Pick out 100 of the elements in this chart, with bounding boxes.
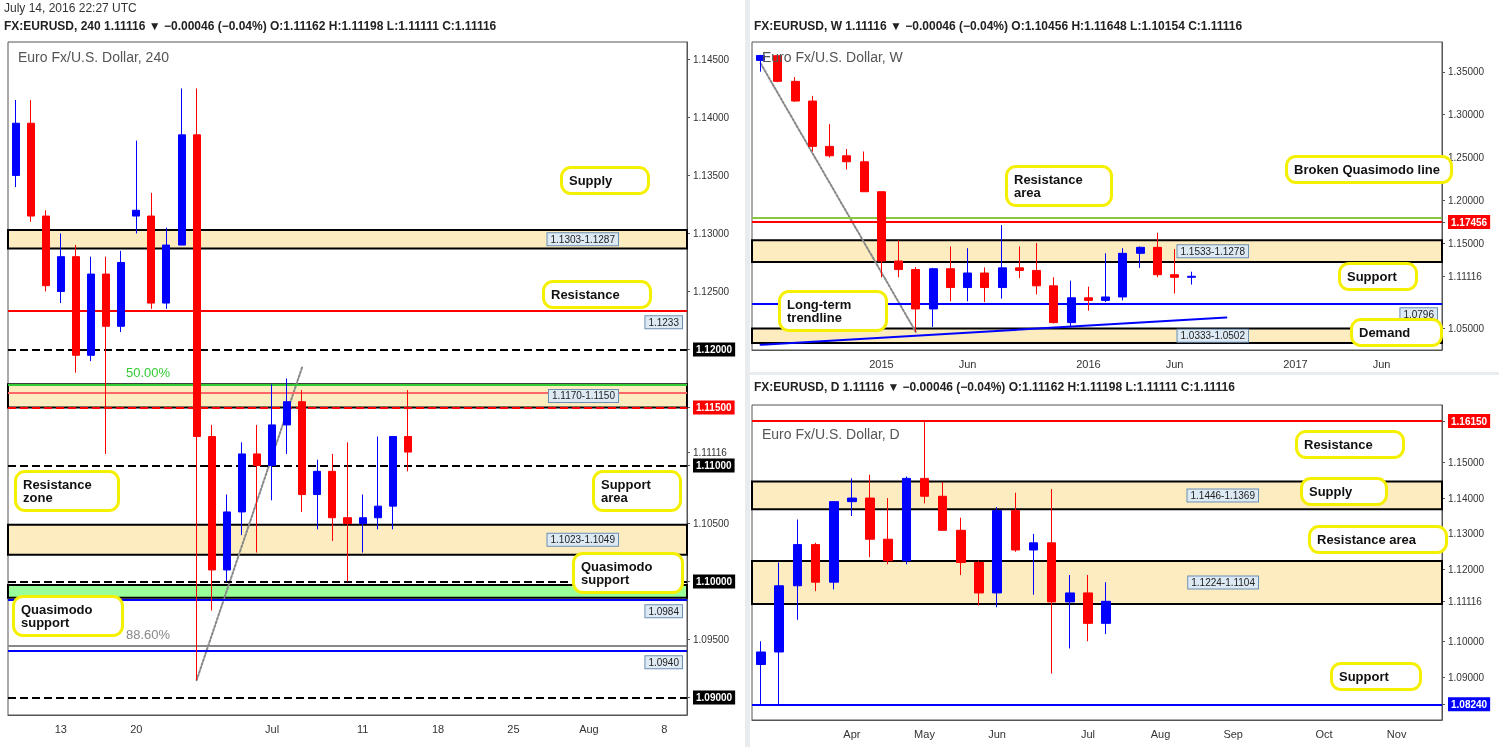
x-tick-label: Nov (1386, 727, 1407, 740)
y-tick-label: 1.11500 (696, 402, 733, 414)
y-tick-label: 1.16150 (1451, 415, 1488, 427)
y-tick-label: 1.20000 (1448, 194, 1485, 206)
candlestick (238, 441, 246, 536)
candlestick (223, 494, 231, 583)
y-tick-label: 1.09500 (693, 634, 730, 646)
y-tick-label: 1.14000 (693, 111, 730, 123)
candlestick (389, 436, 397, 530)
x-tick-label: 2016 (1076, 357, 1101, 370)
band-label: 1.1224-1.1104 (1191, 577, 1256, 589)
candlestick (27, 99, 35, 223)
candlestick (1047, 488, 1056, 674)
chart-title: FX:EURUSD, 240 1.11116 ▼ −0.00046 (−0.04%) O:1.11162 H:1.11198 L:1.11111 C:1.11116 (4, 19, 497, 33)
y-tick-label: 1.14000 (1448, 492, 1485, 504)
candlestick (956, 517, 966, 576)
candlestick (359, 494, 367, 554)
candlestick (865, 474, 875, 558)
annotation: Quasimodo support (21, 602, 97, 630)
ref-line-label: 1.0940 (648, 656, 680, 668)
candlestick (1065, 574, 1075, 649)
candlestick (87, 256, 95, 362)
candlestick (1153, 232, 1162, 278)
annotation: 50.00% (126, 365, 171, 380)
x-tick-label: 2017 (1283, 357, 1308, 370)
candlestick (808, 95, 817, 153)
x-tick-label: Jun (1372, 357, 1391, 370)
candlestick (1118, 247, 1127, 301)
candlestick (1032, 242, 1041, 295)
annotation: Long-term trendline (787, 297, 855, 325)
annotation: Resistance zone (23, 477, 96, 505)
y-tick-label: 1.13000 (1448, 528, 1485, 540)
y-tick-label: 1.15000 (1448, 237, 1485, 249)
y-tick-label: 1.11116 (1448, 270, 1483, 282)
y-tick-label: 1.15000 (1448, 456, 1485, 468)
candlestick (117, 250, 125, 333)
candlestick (283, 378, 291, 455)
candlestick (1049, 276, 1058, 324)
candlestick (974, 560, 984, 606)
candlestick (946, 245, 955, 302)
band-label: 1.0333-1.0502 (1180, 330, 1246, 342)
candlestick (938, 481, 947, 531)
candlestick (980, 266, 989, 303)
candlestick (756, 54, 765, 73)
band-label: 1.1533-1.1278 (1180, 245, 1246, 257)
candlestick (902, 476, 911, 565)
candlestick (1084, 286, 1093, 312)
annotation: Resistance area (1014, 172, 1087, 200)
y-tick-label: 1.09000 (1448, 671, 1485, 683)
x-tick-label: Jun (1165, 357, 1184, 370)
x-tick-label: Jul (1080, 727, 1095, 740)
candlestick (162, 227, 170, 310)
annotation: Resistance (1304, 437, 1373, 452)
x-tick-label: 18 (431, 722, 445, 735)
x-tick-label: 25 (507, 722, 520, 735)
candlestick (12, 99, 20, 188)
candlestick (132, 140, 140, 234)
candlestick (998, 224, 1007, 300)
y-tick-label: 1.10000 (1448, 635, 1485, 647)
ref-line-label: 1.1233 (648, 316, 680, 328)
candlestick (1101, 581, 1111, 635)
y-tick-label: 1.11000 (696, 460, 733, 472)
x-tick-label: May (914, 727, 936, 740)
candlestick (847, 477, 857, 517)
annotation: Demand (1359, 325, 1411, 340)
band-label: 1.1170-1.1150 (551, 390, 616, 402)
y-tick-label: 1.11116 (693, 446, 728, 458)
text: Euro Fx/U.S. Dollar, W (762, 49, 904, 65)
candlestick (829, 501, 839, 590)
candlestick (1029, 533, 1038, 596)
y-tick-label: 1.05000 (1448, 323, 1485, 335)
candlestick (1083, 574, 1093, 642)
y-tick-label: 1.13500 (693, 169, 730, 181)
annotation: 88.60% (126, 627, 171, 642)
candlestick (842, 148, 851, 170)
candlestick (313, 459, 321, 530)
candlestick (328, 453, 336, 542)
annotation: Quasimodo support (581, 559, 657, 587)
x-tick-label: Sep (1223, 727, 1243, 740)
candlestick (825, 123, 834, 158)
candlestick (1136, 245, 1145, 269)
y-tick-label: 1.10500 (693, 518, 730, 530)
ref-line-label: 1.0796 (1403, 308, 1435, 320)
candlestick (992, 506, 1002, 608)
candlestick (57, 232, 65, 304)
annotation: Supply (569, 173, 614, 188)
y-tick-label: 1.09000 (696, 692, 733, 704)
x-tick-label: Aug (579, 722, 599, 735)
band-label: 1.1446-1.1369 (1190, 489, 1256, 501)
x-tick-label: 13 (54, 722, 67, 735)
x-tick-label: Apr (843, 727, 861, 740)
x-tick-label: 11 (356, 722, 369, 735)
text: July 14, 2016 22:27 UTC (4, 1, 138, 15)
x-tick-label: 2015 (869, 357, 894, 370)
candlestick (253, 424, 261, 554)
band-label: 1.1023-1.1049 (550, 534, 616, 546)
candlestick (894, 239, 903, 278)
y-tick-label: 1.08240 (1451, 698, 1488, 710)
candlestick (208, 424, 216, 612)
annotation: Resistance area (1317, 532, 1417, 547)
